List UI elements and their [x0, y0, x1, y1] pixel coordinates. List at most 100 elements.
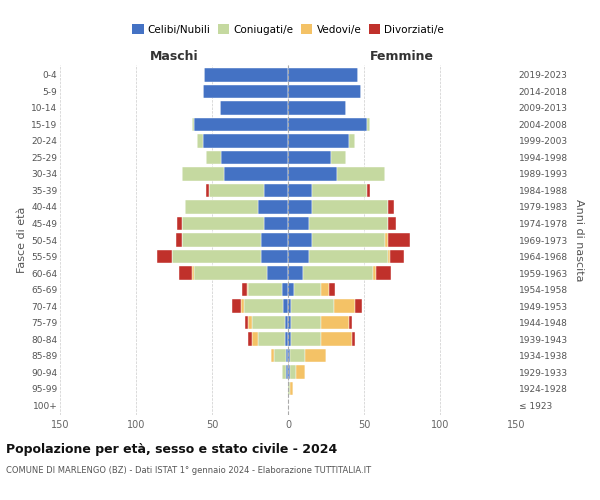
Bar — [313, 233, 385, 247]
Bar — [288, 349, 290, 362]
Text: COMUNE DI MARLENGO (BZ) - Dati ISTAT 1° gennaio 2024 - Elaborazione TUTTITALIA.I: COMUNE DI MARLENGO (BZ) - Dati ISTAT 1° … — [6, 466, 371, 475]
Bar — [244, 300, 283, 313]
Bar — [206, 150, 221, 164]
Bar — [296, 366, 305, 379]
Bar — [290, 349, 305, 362]
Bar — [286, 349, 288, 362]
Bar — [291, 332, 322, 346]
Bar — [247, 283, 248, 296]
Bar — [177, 216, 182, 230]
Bar — [257, 332, 285, 346]
Bar — [322, 332, 352, 346]
Bar — [192, 118, 194, 131]
Y-axis label: Fasce di età: Fasce di età — [17, 207, 27, 273]
Bar — [182, 216, 263, 230]
Bar — [282, 283, 288, 296]
Bar — [260, 250, 288, 264]
Bar — [248, 316, 251, 330]
Bar — [334, 300, 355, 313]
Bar — [291, 316, 322, 330]
Bar — [288, 366, 290, 379]
Bar — [288, 118, 367, 131]
Bar — [283, 300, 288, 313]
Bar — [288, 216, 309, 230]
Bar — [288, 150, 331, 164]
Bar — [288, 167, 337, 180]
Bar — [373, 266, 376, 280]
Bar — [197, 134, 203, 147]
Bar — [352, 332, 355, 346]
Bar — [185, 200, 257, 214]
Bar — [232, 300, 241, 313]
Bar — [367, 184, 370, 197]
Bar — [203, 84, 288, 98]
Bar — [288, 134, 349, 147]
Bar — [329, 283, 335, 296]
Bar — [349, 316, 352, 330]
Bar — [209, 184, 263, 197]
Bar — [388, 250, 390, 264]
Bar — [288, 184, 313, 197]
Bar — [288, 300, 291, 313]
Bar — [203, 134, 288, 147]
Bar — [285, 332, 288, 346]
Bar — [242, 283, 247, 296]
Bar — [274, 349, 286, 362]
Bar — [285, 316, 288, 330]
Bar — [291, 300, 334, 313]
Bar — [286, 366, 288, 379]
Bar — [390, 250, 404, 264]
Bar — [172, 250, 260, 264]
Bar — [388, 200, 394, 214]
Bar — [179, 266, 192, 280]
Bar — [263, 184, 288, 197]
Bar — [248, 283, 282, 296]
Bar — [288, 316, 291, 330]
Y-axis label: Anni di nascita: Anni di nascita — [574, 198, 584, 281]
Bar — [388, 233, 410, 247]
Bar — [376, 266, 391, 280]
Bar — [206, 184, 209, 197]
Bar — [221, 150, 288, 164]
Bar — [257, 200, 288, 214]
Bar — [355, 300, 362, 313]
Bar — [176, 233, 182, 247]
Bar — [294, 283, 322, 296]
Bar — [309, 216, 388, 230]
Bar — [182, 167, 224, 180]
Bar — [220, 101, 288, 114]
Bar — [205, 68, 288, 82]
Bar — [288, 68, 358, 82]
Bar — [260, 233, 288, 247]
Bar — [267, 266, 288, 280]
Bar — [367, 118, 370, 131]
Bar — [271, 349, 274, 362]
Bar — [288, 233, 313, 247]
Bar — [224, 167, 288, 180]
Bar — [245, 316, 248, 330]
Bar — [349, 134, 355, 147]
Bar — [194, 266, 267, 280]
Bar — [157, 250, 172, 264]
Bar — [305, 349, 326, 362]
Bar — [337, 167, 385, 180]
Bar — [331, 150, 346, 164]
Bar — [313, 184, 367, 197]
Bar — [288, 250, 309, 264]
Bar — [288, 200, 313, 214]
Text: Femmine: Femmine — [370, 50, 434, 62]
Bar — [251, 332, 257, 346]
Bar — [248, 332, 251, 346]
Bar — [303, 266, 373, 280]
Bar — [288, 266, 303, 280]
Bar — [288, 84, 361, 98]
Bar — [288, 101, 346, 114]
Bar — [313, 200, 388, 214]
Bar — [182, 233, 260, 247]
Bar — [282, 366, 286, 379]
Text: Maschi: Maschi — [149, 50, 199, 62]
Bar — [290, 382, 293, 396]
Bar — [288, 283, 294, 296]
Bar — [251, 316, 285, 330]
Text: Popolazione per età, sesso e stato civile - 2024: Popolazione per età, sesso e stato civil… — [6, 442, 337, 456]
